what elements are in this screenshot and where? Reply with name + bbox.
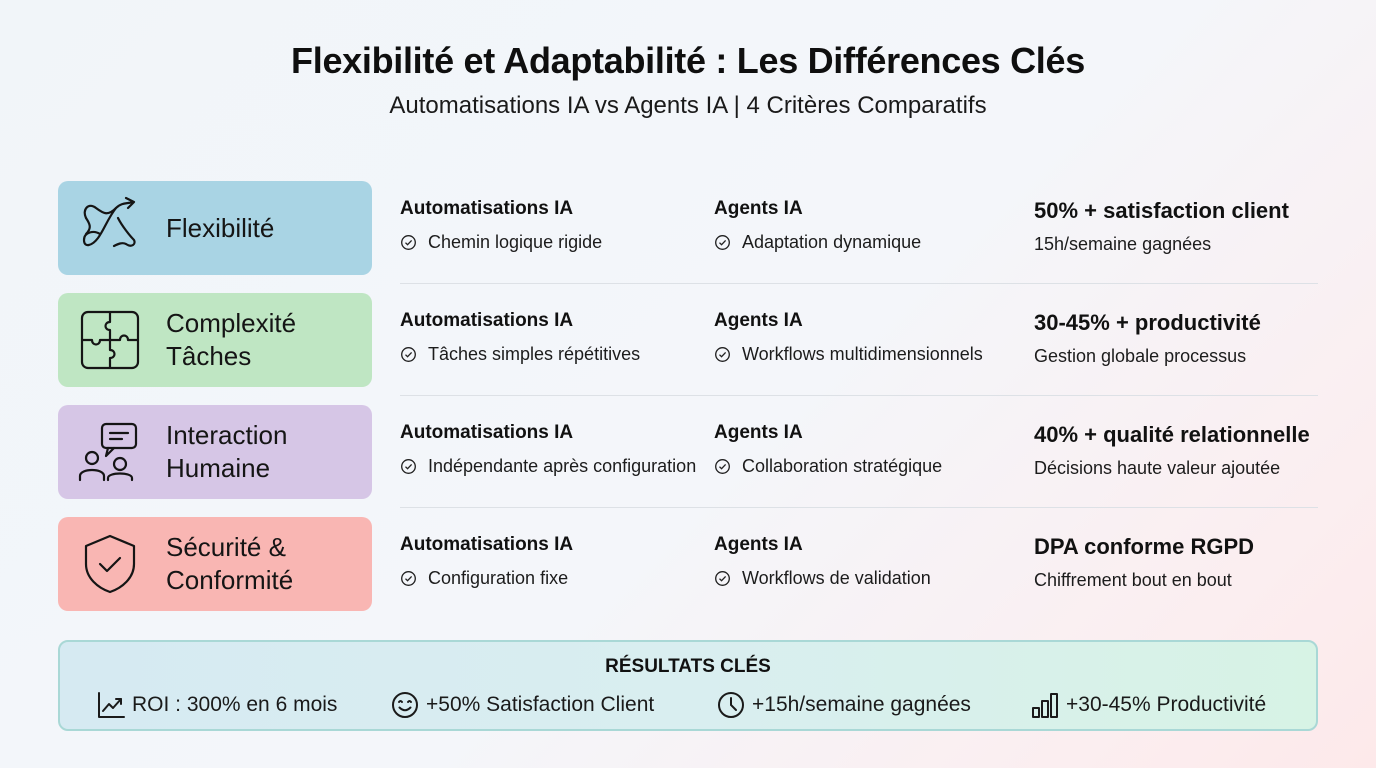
puzzle-icon — [80, 310, 140, 370]
people-chat-icon — [78, 422, 138, 482]
result-heading: 40% + qualité relationnelle — [1034, 422, 1310, 447]
agent-column: Agents IA Workflows multidimensionnels — [714, 310, 983, 365]
row-divider — [400, 283, 1318, 284]
automation-column: Automatisations IA Chemin logique rigide — [400, 198, 602, 253]
comparison-row: Automatisations IA Configuration fixe Ag… — [400, 514, 1318, 626]
agent-heading: Agents IA — [714, 198, 803, 219]
criterion-label: Complexité — [166, 308, 297, 338]
check-circle-icon — [715, 571, 730, 586]
clock-icon — [718, 692, 744, 718]
check-circle-icon — [715, 347, 730, 362]
agent-heading: Agents IA — [714, 422, 803, 443]
trend-chart-icon — [98, 692, 125, 718]
criterion-label: Conformité — [166, 565, 294, 595]
check-circle-icon — [401, 347, 416, 362]
row-divider — [400, 507, 1318, 508]
check-circle-icon — [401, 459, 416, 474]
bar-chart-icon — [1032, 693, 1058, 718]
criterion-label: Interaction — [166, 420, 288, 450]
check-circle-icon — [401, 235, 416, 250]
automation-heading: Automatisations IA — [400, 534, 574, 555]
criterion-card-flexibilite: Flexibilité — [58, 181, 372, 275]
automation-heading: Automatisations IA — [400, 198, 574, 219]
comparison-row: Automatisations IA Indépendante après co… — [400, 402, 1318, 514]
result-column: DPA conforme RGPD Chiffrement bout en bo… — [1034, 534, 1254, 591]
criterion-label: Flexibilité — [166, 212, 275, 243]
comparison-row: Automatisations IA Chemin logique rigide… — [400, 178, 1318, 290]
agent-item: Workflows multidimensionnels — [714, 344, 983, 365]
key-results-panel: RÉSULTATS CLÉS ROI : 300% en 6 mois +50%… — [58, 640, 1318, 731]
automation-column: Automatisations IA Configuration fixe — [400, 534, 573, 589]
result-subtext: Décisions haute valeur ajoutée — [1034, 458, 1281, 478]
result-column: 40% + qualité relationnelle Décisions ha… — [1034, 422, 1310, 479]
kpi-roi: ROI : 300% en 6 mois — [96, 690, 337, 720]
criterion-label: Humaine — [166, 453, 271, 483]
agent-item: Workflows de validation — [714, 568, 931, 589]
criterion-card-interaction: Interaction Humaine — [58, 405, 372, 499]
result-subtext: 15h/semaine gagnées — [1034, 234, 1212, 254]
agent-column: Agents IA Workflows de validation — [714, 534, 931, 589]
result-heading: 30-45% + productivité — [1034, 310, 1261, 335]
automation-column: Automatisations IA Tâches simples répéti… — [400, 310, 640, 365]
agent-heading: Agents IA — [714, 534, 803, 555]
agent-column: Agents IA Collaboration stratégique — [714, 422, 942, 477]
row-divider — [400, 395, 1318, 396]
automation-item: Indépendante après configuration — [400, 456, 696, 477]
page-subtitle: Automatisations IA vs Agents IA | 4 Crit… — [389, 92, 987, 119]
criterion-card-securite: Sécurité & Conformité — [58, 517, 372, 611]
kpi-time-saved: +15h/semaine gagnées — [716, 690, 971, 720]
automation-heading: Automatisations IA — [400, 310, 574, 331]
criterion-label: Tâches — [166, 341, 252, 371]
page-title: Flexibilité et Adaptabilité : Les Différ… — [291, 40, 1085, 81]
result-subtext: Chiffrement bout en bout — [1034, 570, 1232, 590]
kpi-satisfaction: +50% Satisfaction Client — [390, 690, 654, 720]
agent-column: Agents IA Adaptation dynamique — [714, 198, 921, 253]
check-circle-icon — [715, 235, 730, 250]
automation-item: Chemin logique rigide — [400, 232, 602, 253]
kpi-productivity: +30-45% Productivité — [1030, 690, 1266, 720]
result-heading: DPA conforme RGPD — [1034, 534, 1255, 559]
criterion-label: Sécurité & — [166, 532, 286, 562]
criterion-card-complexite: Complexité Tâches — [58, 293, 372, 387]
result-column: 30-45% + productivité Gestion globale pr… — [1034, 310, 1261, 367]
agent-item: Adaptation dynamique — [714, 232, 921, 253]
agent-heading: Agents IA — [714, 310, 803, 331]
automation-item: Configuration fixe — [400, 568, 573, 589]
automation-column: Automatisations IA Indépendante après co… — [400, 422, 696, 477]
flexible-path-icon — [82, 196, 136, 248]
check-circle-icon — [715, 459, 730, 474]
automation-heading: Automatisations IA — [400, 422, 574, 443]
check-circle-icon — [401, 571, 416, 586]
agent-item: Collaboration stratégique — [714, 456, 942, 477]
shield-check-icon — [84, 534, 136, 594]
automation-item: Tâches simples répétitives — [400, 344, 640, 365]
smiley-icon — [392, 692, 418, 718]
result-subtext: Gestion globale processus — [1034, 346, 1247, 366]
comparison-row: Automatisations IA Tâches simples répéti… — [400, 290, 1318, 402]
key-results-title: RÉSULTATS CLÉS — [605, 656, 771, 677]
result-heading: 50% + satisfaction client — [1034, 198, 1289, 223]
result-column: 50% + satisfaction client 15h/semaine ga… — [1034, 198, 1289, 255]
